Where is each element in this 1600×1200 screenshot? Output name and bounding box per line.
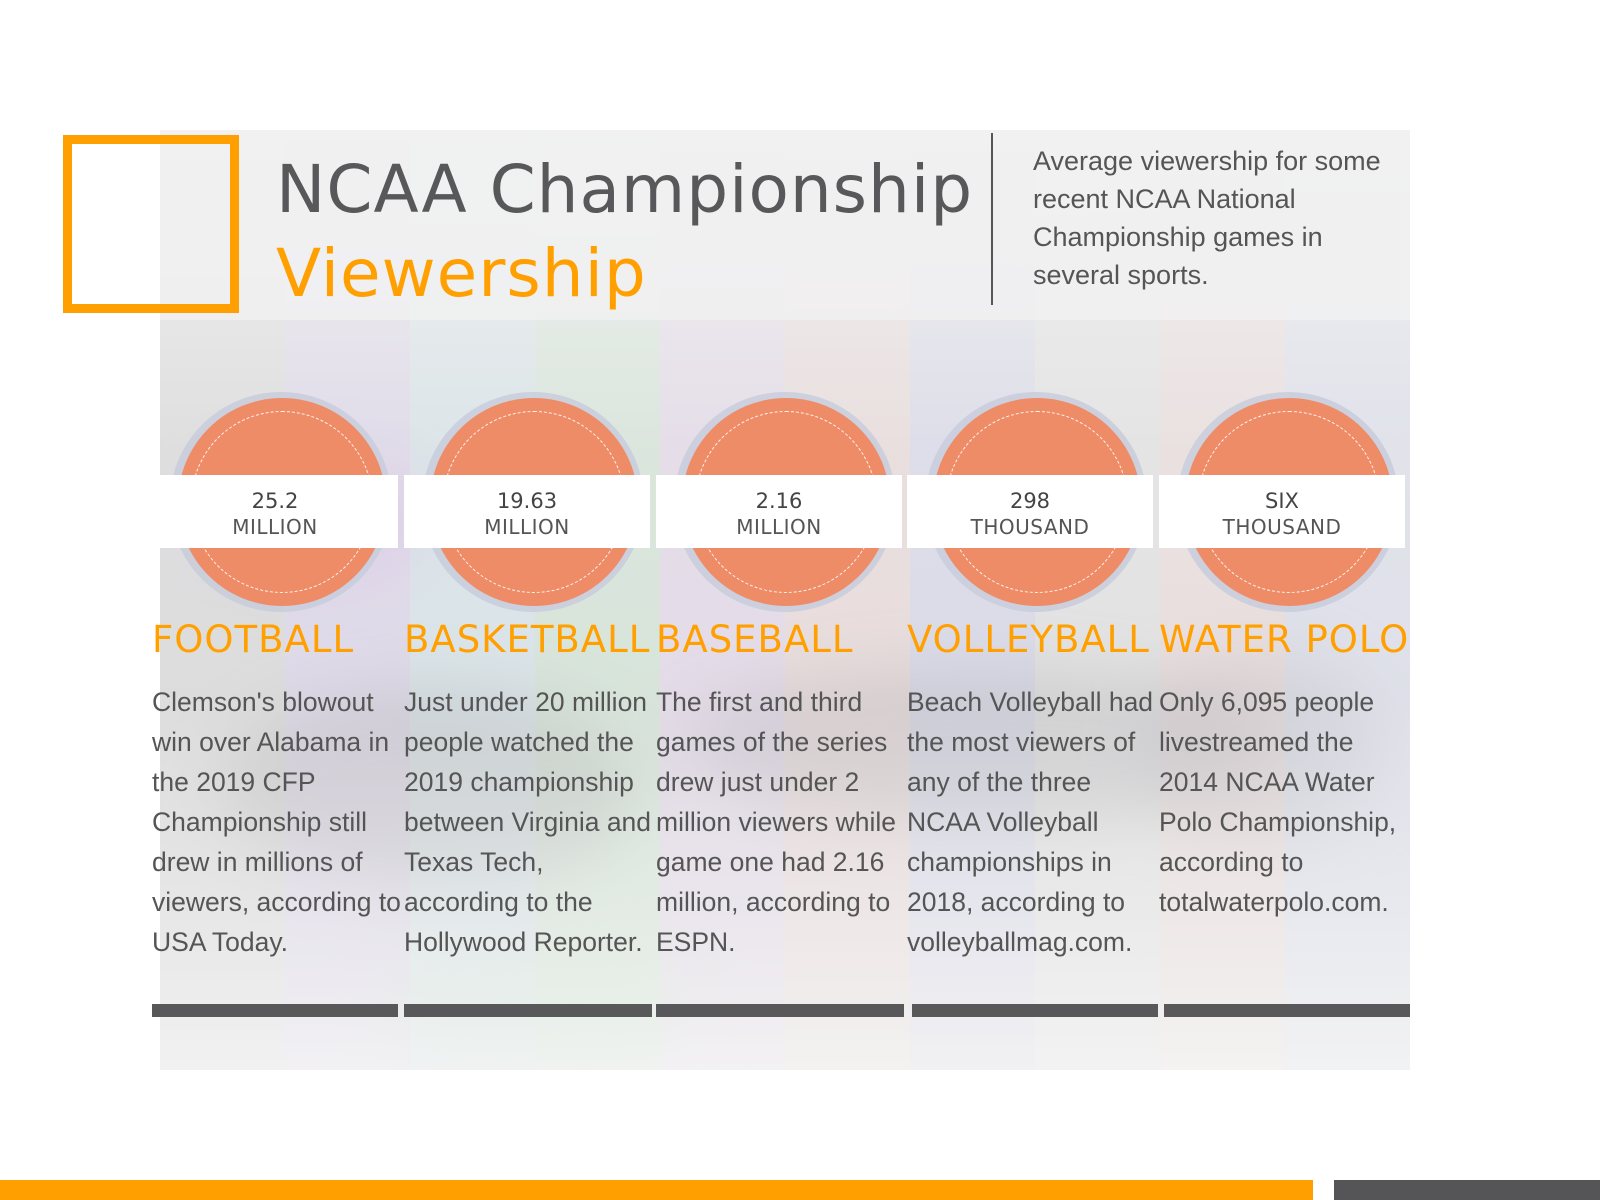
stat-badge: 25.2 MILLION <box>152 390 398 612</box>
stat-badge: 19.63 MILLION <box>404 390 650 612</box>
stat-unit: THOUSAND <box>1222 515 1342 539</box>
stat-value-band: SIX THOUSAND <box>1159 475 1405 548</box>
column-rule <box>1164 1004 1410 1017</box>
column-rule <box>912 1004 1158 1017</box>
sport-description: Only 6,095 people livestreamed the 2014 … <box>1159 687 1397 917</box>
stat-badge: 2.16 MILLION <box>656 390 902 612</box>
intro-text: Average viewership for some recent NCAA … <box>1033 146 1381 290</box>
sport-heading: BASEBALL <box>656 618 854 661</box>
stat-number: 25.2 <box>251 489 299 513</box>
stat-value-band: 25.2 MILLION <box>152 475 398 548</box>
sport-heading: WATER POLO <box>1159 618 1410 661</box>
stat-column-water-polo: SIX THOUSAND WATER POLO Only 6,095 peopl… <box>1159 390 1408 917</box>
sport-heading: FOOTBALL <box>152 618 355 661</box>
column-rule <box>152 1004 398 1017</box>
stat-badge: 298 THOUSAND <box>907 390 1153 612</box>
stat-column-basketball: 19.63 MILLION BASKETBALL Just under 20 m… <box>404 390 651 957</box>
stat-value-band: 298 THOUSAND <box>907 475 1153 548</box>
column-rule <box>656 1004 904 1017</box>
stat-column-volleyball: 298 THOUSAND VOLLEYBALL Beach Volleyball… <box>907 390 1153 957</box>
sport-description: Beach Volleyball had the most viewers of… <box>907 687 1154 957</box>
sport-heading: BASKETBALL <box>404 618 651 661</box>
title-line-2: Viewership <box>276 235 647 312</box>
sport-heading: VOLLEYBALL <box>907 618 1150 661</box>
stat-number: SIX <box>1265 489 1299 513</box>
stat-unit: MILLION <box>232 515 318 539</box>
stat-number: 2.16 <box>755 489 803 513</box>
stat-unit: THOUSAND <box>970 515 1090 539</box>
sport-description: Clemson's blowout win over Alabama in th… <box>152 687 401 957</box>
page-title: NCAA Championship Viewership <box>276 148 973 316</box>
stat-value-band: 2.16 MILLION <box>656 475 902 548</box>
column-rule <box>404 1004 652 1017</box>
orange-frame-decoration <box>63 135 239 313</box>
footer-accent-bar <box>0 1180 1313 1200</box>
stat-column-baseball: 2.16 MILLION BASEBALL The first and thir… <box>656 390 902 957</box>
sport-description: Just under 20 million people watched the… <box>404 687 652 957</box>
stat-badge: SIX THOUSAND <box>1159 390 1405 612</box>
sport-description: The first and third games of the series … <box>656 687 897 957</box>
stat-number: 298 <box>1009 489 1051 513</box>
stat-value-band: 19.63 MILLION <box>404 475 650 548</box>
stat-number: 19.63 <box>496 489 558 513</box>
stat-unit: MILLION <box>484 515 570 539</box>
header-divider <box>991 133 993 305</box>
stat-unit: MILLION <box>736 515 822 539</box>
title-line-1: NCAA Championship <box>276 151 974 228</box>
footer-gray-bar <box>1334 1180 1600 1200</box>
stat-column-football: 25.2 MILLION FOOTBALL Clemson's blowout … <box>152 390 401 957</box>
